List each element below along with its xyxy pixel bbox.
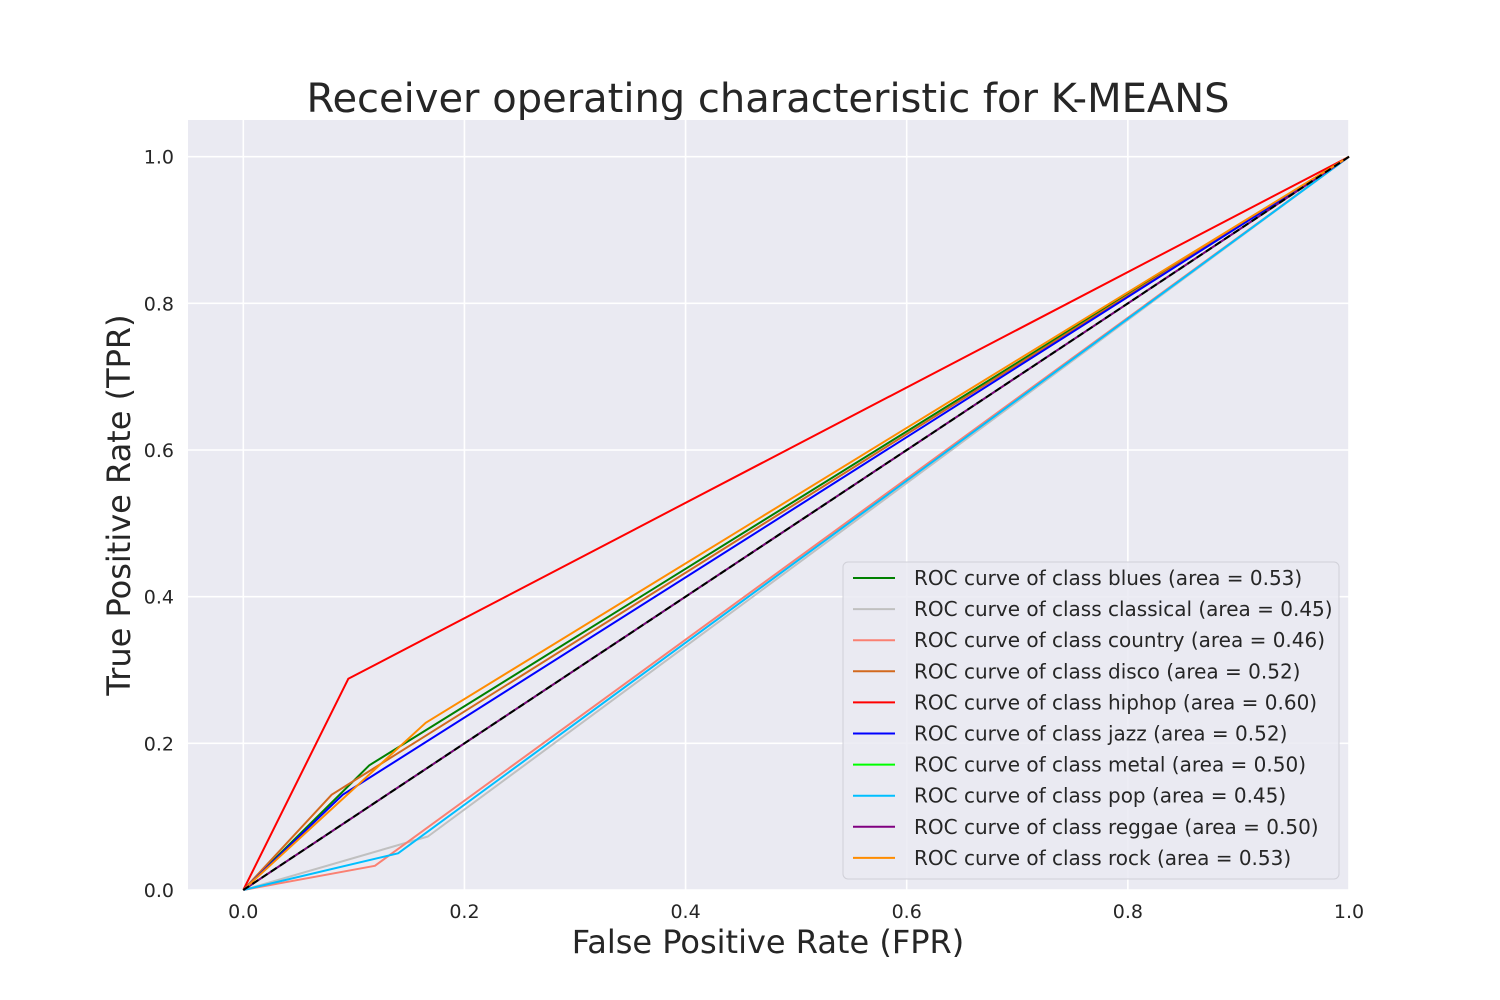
y-tick-label: 0.4 <box>144 587 174 609</box>
legend-label: ROC curve of class reggae (area = 0.50) <box>914 815 1319 839</box>
legend-label: ROC curve of class country (area = 0.46) <box>914 628 1325 652</box>
legend-label: ROC curve of class classical (area = 0.4… <box>914 597 1333 621</box>
grid-lines <box>188 120 1350 891</box>
chance-diagonal-line <box>242 155 1350 891</box>
x-axis-ticks: 0.0 0.2 0.4 0.6 0.8 1.0 <box>228 901 1364 923</box>
series-line-4 <box>242 155 1350 891</box>
y-tick-label: 0.8 <box>144 293 174 315</box>
y-tick-label: 0.0 <box>144 880 174 902</box>
y-tick-label: 0.2 <box>144 733 174 755</box>
series-line-1 <box>243 155 1350 891</box>
x-tick-label: 0.8 <box>1113 901 1143 923</box>
series-line-2 <box>243 155 1350 891</box>
y-axis-label: True Positive Rate (TPR) <box>100 314 138 696</box>
legend-label: ROC curve of class pop (area = 0.45) <box>914 784 1286 808</box>
x-tick-label: 0.2 <box>449 901 479 923</box>
legend-label: ROC curve of class jazz (area = 0.52) <box>914 722 1287 746</box>
legend-label: ROC curve of class disco (area = 0.52) <box>914 659 1300 683</box>
x-tick-label: 0.0 <box>228 901 258 923</box>
x-tick-label: 0.6 <box>892 901 922 923</box>
legend: ROC curve of class blues (area = 0.53) RO… <box>842 561 1340 880</box>
legend-label: ROC curve of class rock (area = 0.53) <box>914 846 1291 870</box>
y-tick-label: 0.6 <box>144 440 174 462</box>
chart-title: Receiver operating characteristic for K-… <box>306 76 1229 122</box>
y-tick-label: 1.0 <box>144 147 174 169</box>
x-axis-label: False Positive Rate (FPR) <box>572 923 964 961</box>
legend-label: ROC curve of class metal (area = 0.50) <box>914 753 1306 777</box>
legend-label: ROC curve of class hiphop (area = 0.60) <box>914 690 1317 714</box>
legend-label: ROC curve of class blues (area = 0.53) <box>914 566 1302 590</box>
x-tick-label: 0.4 <box>670 901 700 923</box>
legend-box <box>842 561 1340 880</box>
series-line-9 <box>242 155 1350 891</box>
series-lines <box>242 155 1350 891</box>
series-line-3 <box>242 155 1350 891</box>
x-tick-label: 1.0 <box>1334 901 1364 923</box>
series-line-5 <box>242 155 1350 891</box>
series-line-7 <box>243 155 1350 891</box>
y-axis-ticks: 0.0 0.2 0.4 0.6 0.8 1.0 <box>144 147 174 902</box>
